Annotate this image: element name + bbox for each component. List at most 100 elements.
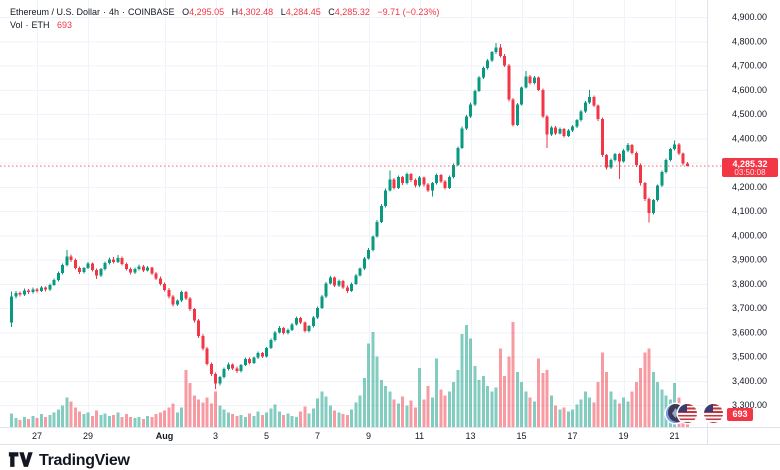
candle-body <box>282 327 285 334</box>
candle-body <box>56 272 60 281</box>
symbol-title[interactable]: Ethereum / U.S. Dollar <box>10 7 101 17</box>
candle-body <box>286 329 290 334</box>
candle-body <box>473 90 477 105</box>
volume-bar <box>112 415 115 427</box>
last-price-badge[interactable]: 4,285.32 03:50:08 <box>722 158 778 177</box>
volume-bar <box>222 409 226 427</box>
candle-body <box>209 363 213 374</box>
candle-body <box>303 322 307 331</box>
exchange-name[interactable]: COINBASE <box>128 7 175 17</box>
candle-body <box>14 292 18 297</box>
candle-body <box>192 309 196 321</box>
candle-body <box>520 87 523 105</box>
volume-bar <box>205 397 209 427</box>
volume-label[interactable]: Vol <box>10 20 23 30</box>
volume-bar <box>201 402 205 427</box>
candle-body <box>27 290 30 293</box>
candle-body <box>558 129 562 134</box>
candle-body <box>99 269 103 276</box>
candle-body <box>256 353 260 358</box>
candle-body <box>231 364 234 369</box>
candle-body <box>375 221 379 237</box>
candle-body <box>333 277 336 286</box>
candle-body <box>167 289 171 297</box>
volume-bar <box>613 399 617 427</box>
candle-body <box>337 280 341 286</box>
candle-body <box>214 373 217 384</box>
candle-body <box>677 144 681 154</box>
candle-body <box>524 76 528 88</box>
candle-body <box>31 289 35 293</box>
volume-bar <box>22 417 26 427</box>
volume-bar <box>252 416 256 427</box>
ohlc-open: O4,295.05 <box>182 7 225 17</box>
volume-bar <box>184 370 188 427</box>
candle-body <box>460 128 464 148</box>
time-scale[interactable] <box>0 428 707 444</box>
volume-bar <box>337 412 341 427</box>
volume-bar <box>150 417 154 427</box>
interval-value[interactable]: 4h <box>109 7 120 17</box>
time-tick-label: 27 <box>32 431 42 441</box>
candle-body <box>392 179 396 188</box>
candle-body <box>180 292 183 301</box>
candle-body <box>639 164 642 184</box>
time-tick-label: 19 <box>618 431 628 441</box>
candle-body <box>103 262 107 270</box>
volume-bar <box>371 331 375 427</box>
candle-body <box>681 153 685 164</box>
candle-body <box>252 357 256 363</box>
candle-body <box>418 177 421 186</box>
volume-bar <box>231 414 234 427</box>
volume-bar <box>341 414 345 427</box>
price-tick-label: 3,700.00 <box>732 303 767 313</box>
volume-bar <box>630 391 634 427</box>
time-tick-label: 9 <box>366 431 371 441</box>
volume-bar <box>31 416 35 427</box>
volume-bar <box>422 399 426 427</box>
volume-bar <box>549 395 553 427</box>
candle-body <box>324 283 328 297</box>
volume-bar <box>146 416 149 427</box>
tradingview-logo[interactable]: TradingView <box>8 451 130 470</box>
volume-bar <box>362 377 366 427</box>
candle-body <box>35 289 39 292</box>
candle-body <box>61 264 64 273</box>
candle-body <box>124 263 128 270</box>
volume-bar <box>192 395 196 427</box>
volume-bar <box>460 333 464 427</box>
volume-bar <box>600 352 604 427</box>
candle-body <box>413 179 417 186</box>
volume-bar <box>396 403 400 427</box>
candle-body <box>239 364 243 372</box>
volume-bar <box>562 407 566 427</box>
candle-body <box>248 358 251 363</box>
candle-body <box>575 120 579 127</box>
volume-bar <box>269 408 273 427</box>
price-tick-label: 4,200.00 <box>732 182 767 192</box>
volume-bar <box>639 368 642 427</box>
volume-bar <box>154 414 158 427</box>
candle-body <box>396 177 400 188</box>
price-scale[interactable] <box>707 0 780 444</box>
candle-body <box>328 277 332 284</box>
volume-bar <box>124 414 128 427</box>
candle-body <box>503 55 506 66</box>
candle-body <box>439 175 443 182</box>
candle-body <box>116 258 120 262</box>
volume-bar <box>311 408 315 427</box>
candle-body <box>260 353 264 357</box>
candle-wick <box>618 152 620 179</box>
volume-bar <box>647 348 651 427</box>
candle-body <box>163 283 166 290</box>
candle-body <box>299 318 302 323</box>
volume-bar <box>524 391 528 427</box>
candle-body <box>146 267 149 271</box>
candle-body <box>528 76 532 83</box>
candle-body <box>112 259 115 262</box>
tradingview-mark-icon <box>8 452 33 467</box>
price-tick-label: 4,000.00 <box>732 230 767 240</box>
candle-body <box>609 160 613 168</box>
volume-bar <box>10 413 13 427</box>
